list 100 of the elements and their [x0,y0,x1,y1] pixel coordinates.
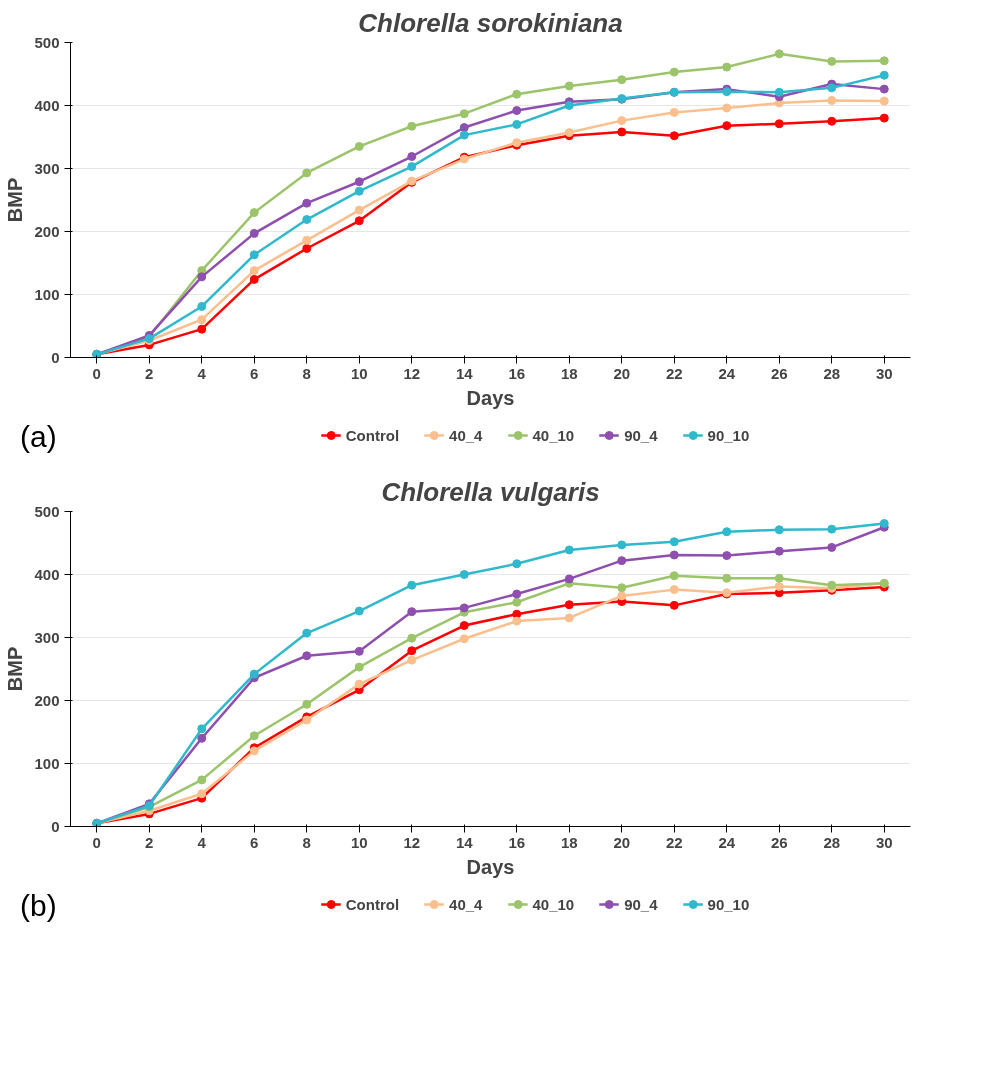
x-tick-label: 0 [92,833,101,851]
point [669,571,679,581]
point [249,266,259,276]
point [197,775,207,785]
chart-title: Chlorella vulgaris [381,476,600,507]
point [617,583,627,593]
legend-label: Control [345,426,400,444]
x-axis-title: Days [466,386,515,409]
legend-label: 40_4 [449,426,483,444]
point [564,574,574,584]
point [354,216,364,226]
point [564,545,574,555]
point [197,789,207,799]
point [722,103,732,113]
x-tick-label: 14 [455,833,474,851]
point [827,83,837,93]
x-tick-label: 20 [613,833,631,851]
legend-label: 90_10 [707,426,750,444]
point [197,272,207,282]
x-tick-label: 16 [508,833,526,851]
point [617,127,627,137]
point [249,669,259,679]
point [407,121,417,131]
point [512,89,522,99]
point [407,633,417,643]
y-tick-label: 0 [51,817,60,835]
point [564,600,574,610]
point [407,655,417,665]
point [774,119,784,129]
point [354,679,364,689]
x-tick-label: 4 [197,833,207,851]
x-tick-label: 14 [455,364,474,382]
y-tick-label: 300 [34,628,60,646]
point [827,524,837,534]
point [459,130,469,140]
legend-label: 40_10 [532,895,575,913]
point [249,274,259,284]
point [879,113,889,123]
point [302,244,312,253]
point [564,81,574,91]
point [302,215,312,225]
point [512,106,522,116]
point [302,198,312,208]
point [827,95,837,105]
legend-label: 90_4 [624,426,658,444]
point [354,646,364,656]
legend-label: 40_4 [449,895,483,913]
point [827,56,837,66]
point [459,570,469,579]
legend-label: Control [345,895,400,913]
x-tick-label: 16 [508,364,526,382]
x-tick-label: 18 [560,833,578,851]
x-tick-label: 22 [665,364,683,382]
point [407,580,417,590]
point [722,551,732,561]
x-tick-label: 24 [718,364,736,382]
point [302,628,312,638]
x-tick-label: 22 [665,833,683,851]
point [774,87,784,97]
point [879,96,889,106]
point [669,600,679,610]
legend-label: 40_10 [532,426,575,444]
chart-title: Chlorella sorokiniana [358,7,623,38]
point [827,542,837,552]
point [774,49,784,59]
point [669,585,679,595]
x-tick-label: 6 [250,364,259,382]
y-tick-label: 400 [34,565,60,583]
x-tick-label: 18 [560,364,578,382]
point [617,116,627,126]
point [302,651,312,661]
x-tick-label: 2 [145,833,154,851]
point [617,591,627,601]
point [197,301,207,311]
point [459,123,469,133]
x-tick-label: 4 [197,364,207,382]
x-tick-label: 10 [350,364,368,382]
point [512,616,522,626]
x-tick-label: 12 [403,833,421,851]
x-tick-label: 10 [350,833,368,851]
x-tick-label: 6 [250,833,259,851]
point [197,733,207,743]
point [512,589,522,599]
point [249,250,259,260]
point [722,573,732,583]
y-tick-label: 100 [34,754,60,772]
point [879,56,889,66]
y-tick-label: 500 [34,502,60,520]
point [669,67,679,77]
point [879,70,889,80]
x-tick-label: 28 [823,364,841,382]
y-tick-label: 100 [34,285,60,303]
x-tick-label: 8 [302,364,311,382]
point [354,177,364,187]
point [512,609,522,619]
point [459,109,469,119]
point [669,131,679,141]
y-tick-label: 400 [34,96,60,114]
point [774,581,784,591]
text: (a) [20,419,57,455]
